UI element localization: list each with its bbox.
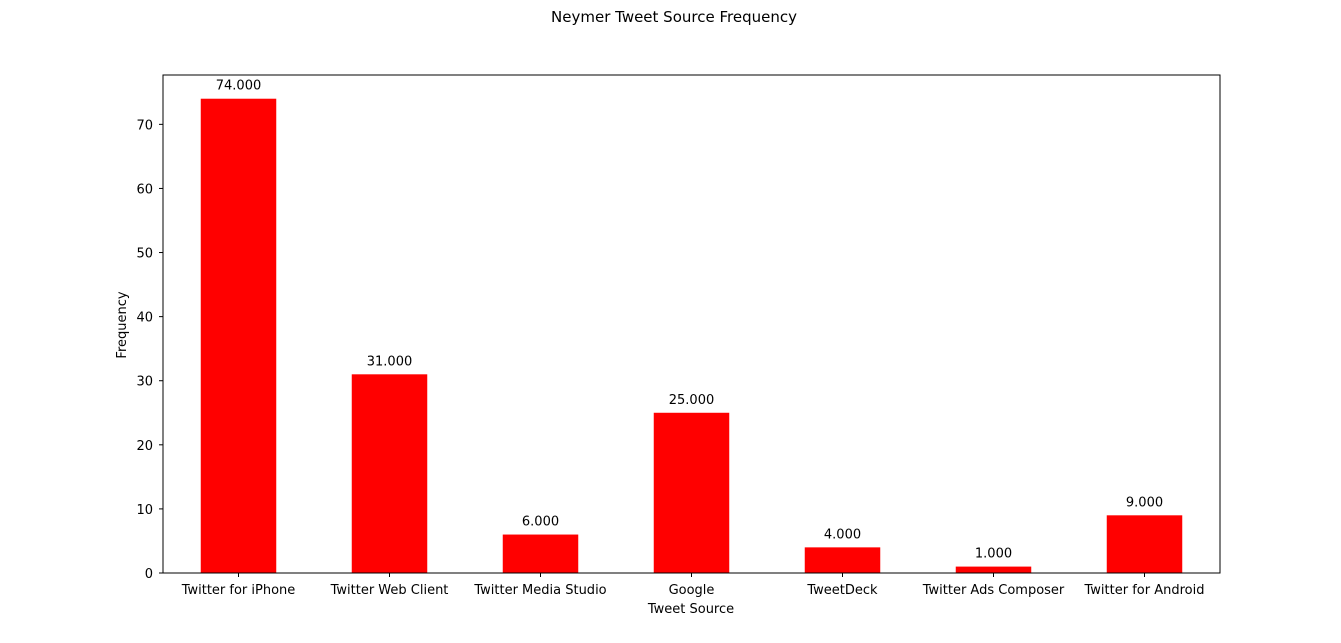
- bar-0: [200, 98, 277, 573]
- value-label-1: 31.000: [367, 354, 413, 369]
- value-label-4: 4.000: [824, 527, 861, 542]
- x-tick-label-6: Twitter for Android: [1084, 583, 1205, 598]
- bar-1: [351, 374, 428, 573]
- bar-5: [955, 566, 1032, 573]
- y-tick-label-7: 70: [136, 118, 153, 133]
- y-tick-label-5: 50: [136, 247, 153, 262]
- y-axis: 0 10 20 30 40 50 60 70: [136, 118, 163, 582]
- bars-group: [200, 98, 1183, 573]
- value-label-2: 6.000: [522, 515, 559, 530]
- y-tick-label-2: 20: [136, 439, 153, 454]
- bar-4: [804, 547, 881, 573]
- chart-title: Neymer Tweet Source Frequency: [551, 8, 797, 26]
- x-tick-label-1: Twitter Web Client: [330, 583, 449, 598]
- x-tick-label-4: TweetDeck: [806, 583, 878, 598]
- y-tick-label-0: 0: [145, 567, 153, 582]
- x-tick-label-0: Twitter for iPhone: [181, 583, 296, 598]
- x-axis-label: Tweet Source: [647, 602, 734, 617]
- value-labels-group: 74.000 31.000 6.000 25.000 4.000 1.000 9.000: [216, 79, 1163, 562]
- x-tick-label-2: Twitter Media Studio: [473, 583, 606, 598]
- bar-6: [1106, 515, 1183, 573]
- value-label-0: 74.000: [216, 79, 262, 94]
- plot-frame: [162, 74, 1221, 574]
- value-label-6: 9.000: [1126, 495, 1163, 510]
- y-axis-label: Frequency: [115, 291, 130, 358]
- value-label-5: 1.000: [975, 547, 1012, 562]
- x-tick-label-5: Twitter Ads Composer: [922, 583, 1065, 598]
- y-tick-label-1: 10: [136, 503, 153, 518]
- y-tick-label-6: 60: [136, 182, 153, 197]
- y-tick-label-4: 40: [136, 311, 153, 326]
- value-label-3: 25.000: [669, 393, 715, 408]
- bar-3: [653, 412, 730, 573]
- y-tick-label-3: 30: [136, 375, 153, 390]
- bar-2: [502, 534, 579, 573]
- x-axis: Twitter for iPhone Twitter Web Client Twit…: [181, 573, 1205, 598]
- x-tick-label-3: Google: [669, 583, 715, 598]
